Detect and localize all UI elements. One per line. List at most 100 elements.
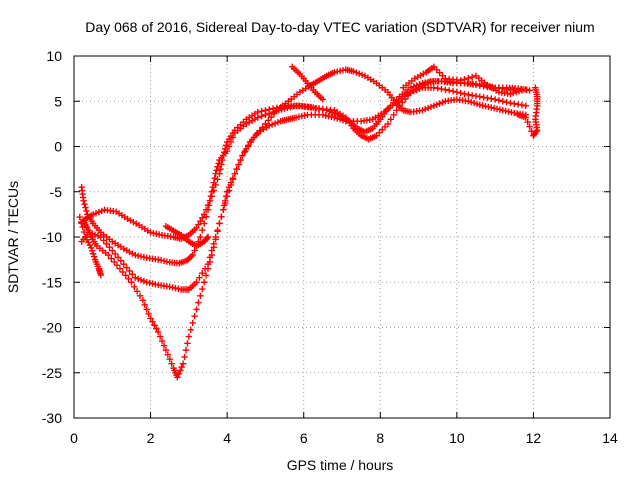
data-point xyxy=(193,279,200,286)
data-point xyxy=(384,120,392,128)
data-point xyxy=(216,220,223,227)
data-point xyxy=(202,272,210,279)
data-point xyxy=(439,72,446,79)
data-point xyxy=(117,257,125,264)
y-tick-label: -15 xyxy=(42,274,62,290)
data-point xyxy=(510,89,517,97)
data-point xyxy=(262,120,269,128)
data-point xyxy=(92,210,100,217)
data-point xyxy=(197,233,204,241)
x-tick-label: 2 xyxy=(147,430,155,446)
data-point xyxy=(430,102,438,109)
data-point xyxy=(430,63,438,71)
data-point xyxy=(518,87,526,94)
data-points xyxy=(76,63,541,381)
data-point xyxy=(262,107,269,114)
data-point xyxy=(111,258,118,266)
data-point xyxy=(196,274,203,281)
data-point xyxy=(134,275,142,283)
data-point xyxy=(433,101,440,108)
data-point xyxy=(266,122,273,129)
data-point xyxy=(162,346,170,354)
data-point xyxy=(422,105,429,113)
data-point xyxy=(499,98,506,105)
data-point xyxy=(200,279,208,286)
x-tick-label: 10 xyxy=(449,430,465,446)
data-point xyxy=(453,89,461,96)
data-point xyxy=(373,132,380,139)
data-point xyxy=(83,207,90,215)
data-point xyxy=(235,161,242,168)
data-point xyxy=(103,240,110,247)
data-point xyxy=(247,138,255,146)
data-point xyxy=(336,116,344,123)
data-point xyxy=(106,243,113,251)
data-point xyxy=(111,250,119,258)
y-tick-label: 5 xyxy=(54,93,62,109)
data-point xyxy=(319,96,327,103)
data-point xyxy=(332,110,339,117)
data-point xyxy=(199,227,206,234)
data-point xyxy=(113,262,121,269)
data-point xyxy=(473,100,481,108)
data-point xyxy=(191,312,198,320)
y-tick-label: -20 xyxy=(42,320,62,336)
data-point xyxy=(220,152,227,159)
data-point xyxy=(151,322,158,329)
data-point xyxy=(122,272,129,279)
data-point xyxy=(137,276,145,284)
data-point xyxy=(245,143,252,150)
data-point xyxy=(323,107,330,114)
data-point xyxy=(214,228,221,235)
data-point xyxy=(468,98,475,106)
data-point xyxy=(131,283,138,290)
data-point xyxy=(210,187,217,194)
series-fragment-mid xyxy=(162,222,212,250)
data-point xyxy=(225,143,233,150)
data-point xyxy=(211,174,218,182)
data-point xyxy=(204,202,212,209)
data-point xyxy=(532,84,539,91)
data-point xyxy=(457,77,464,84)
data-point xyxy=(79,223,86,231)
series-fragment-left xyxy=(76,213,104,279)
data-point xyxy=(461,76,468,83)
data-point xyxy=(202,206,210,214)
data-point xyxy=(376,129,383,136)
data-point xyxy=(241,148,248,156)
data-point xyxy=(274,119,282,126)
data-point xyxy=(222,199,229,207)
data-point xyxy=(191,247,198,254)
data-point xyxy=(522,86,529,93)
data-point xyxy=(387,116,395,123)
data-point xyxy=(97,233,104,241)
data-point xyxy=(237,156,244,164)
data-point xyxy=(427,103,435,111)
data-point xyxy=(178,363,185,371)
data-point xyxy=(204,233,212,241)
data-point xyxy=(266,106,273,113)
data-point xyxy=(390,111,397,119)
data-point xyxy=(181,353,188,361)
data-point xyxy=(259,124,266,131)
data-point xyxy=(379,126,386,133)
data-point xyxy=(229,176,237,183)
data-point xyxy=(195,221,202,228)
series-track-a xyxy=(78,84,529,267)
data-point xyxy=(242,147,249,155)
series-fragment-upper-right xyxy=(400,63,526,98)
data-point xyxy=(329,109,336,116)
data-point xyxy=(80,197,87,204)
data-point xyxy=(143,306,150,313)
data-point xyxy=(522,114,529,121)
data-point xyxy=(436,69,443,76)
data-point xyxy=(524,118,531,126)
data-point xyxy=(149,318,156,326)
data-point xyxy=(326,108,333,115)
data-point xyxy=(449,88,457,95)
data-point xyxy=(147,315,154,322)
data-point xyxy=(160,342,168,349)
data-point xyxy=(109,247,116,254)
data-point xyxy=(98,207,105,215)
data-point xyxy=(189,319,196,327)
